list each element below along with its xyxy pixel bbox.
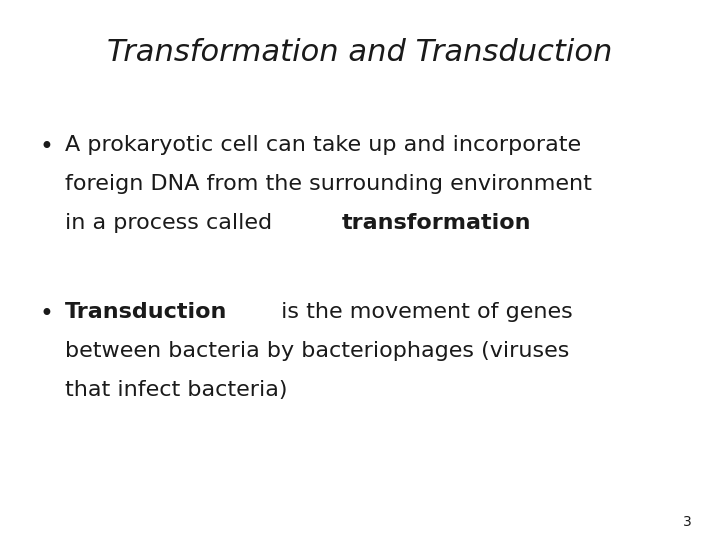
Text: •: • (40, 135, 53, 159)
Text: Transformation and Transduction: Transformation and Transduction (107, 38, 613, 67)
Text: transformation: transformation (341, 213, 531, 233)
Text: Transduction: Transduction (65, 302, 228, 322)
Text: is the movement of genes: is the movement of genes (274, 302, 573, 322)
Text: in a process called: in a process called (65, 213, 279, 233)
Text: A prokaryotic cell can take up and incorporate: A prokaryotic cell can take up and incor… (65, 135, 581, 155)
Text: 3: 3 (683, 515, 691, 529)
Text: •: • (40, 302, 53, 326)
Text: that infect bacteria): that infect bacteria) (65, 380, 287, 400)
Text: foreign DNA from the surrounding environment: foreign DNA from the surrounding environ… (65, 174, 592, 194)
Text: between bacteria by bacteriophages (viruses: between bacteria by bacteriophages (viru… (65, 341, 570, 361)
